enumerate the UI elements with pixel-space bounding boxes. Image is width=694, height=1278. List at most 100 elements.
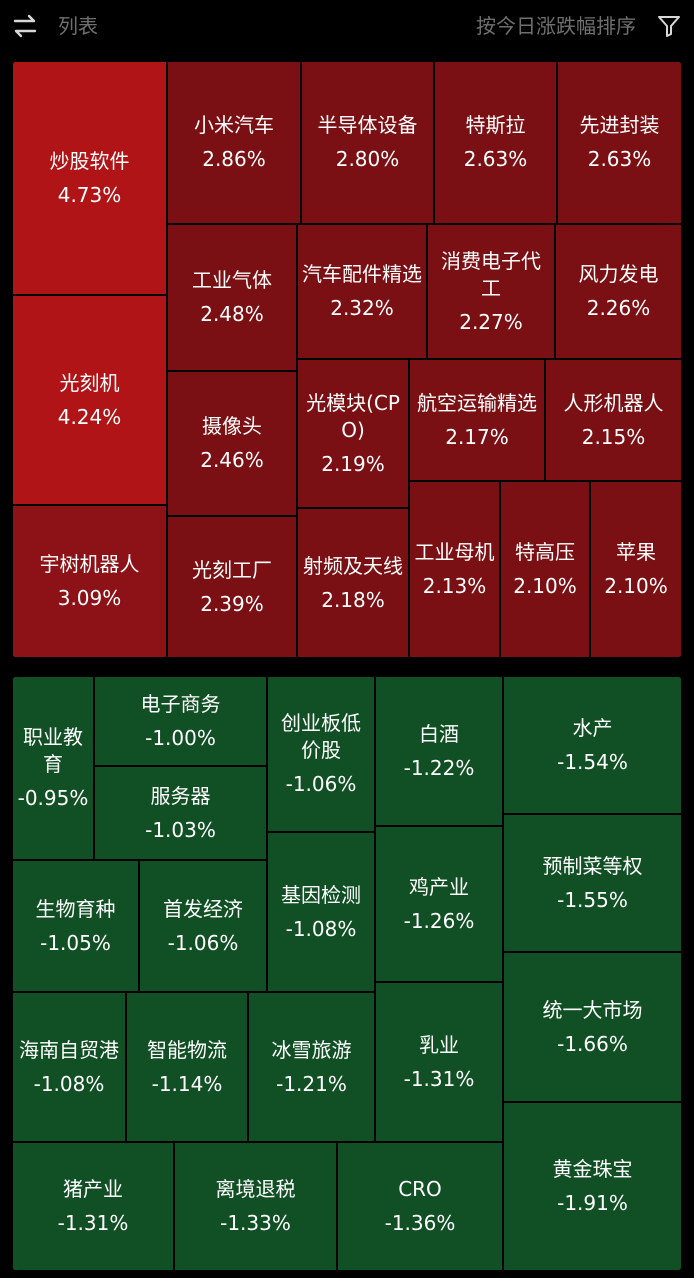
- sector-change: -1.54%: [557, 749, 628, 774]
- sector-name: 白酒: [419, 721, 459, 746]
- sector-change: -1.05%: [40, 930, 111, 955]
- sector-change: -1.66%: [557, 1031, 628, 1056]
- sector-change: -1.06%: [167, 930, 239, 955]
- sector-name: 猪产业: [63, 1177, 123, 1201]
- sector-change: 2.27%: [459, 309, 523, 334]
- sector-tile[interactable]: 炒股软件 4.73%: [12, 61, 167, 295]
- sector-tile[interactable]: 预制菜等权 -1.55%: [503, 814, 682, 952]
- sector-change: -1.33%: [220, 1211, 291, 1235]
- sector-tile[interactable]: 小米汽车 2.86%: [167, 61, 301, 224]
- sector-tile[interactable]: 生物育种 -1.05%: [12, 860, 139, 992]
- sector-name: 小米汽车: [194, 113, 274, 137]
- sector-tile[interactable]: 冰雪旅游 -1.21%: [248, 992, 375, 1142]
- sector-tile[interactable]: 苹果 2.10%: [590, 481, 682, 658]
- sector-change: -1.55%: [557, 887, 628, 912]
- sector-tile[interactable]: 特高压 2.10%: [500, 481, 590, 658]
- sector-tile[interactable]: 猪产业 -1.31%: [12, 1142, 174, 1271]
- sector-tile[interactable]: 人形机器人 2.15%: [545, 359, 682, 481]
- filter-funnel-icon[interactable]: [656, 13, 682, 39]
- sector-change: 2.19%: [321, 451, 385, 476]
- sector-change: -1.08%: [33, 1071, 105, 1096]
- sector-tile[interactable]: 乳业 -1.31%: [375, 982, 503, 1142]
- sector-tile[interactable]: 统一大市场 -1.66%: [503, 952, 682, 1102]
- sector-tile[interactable]: 汽车配件精选 2.32%: [297, 224, 427, 359]
- sector-tile[interactable]: CRO -1.36%: [337, 1142, 503, 1271]
- sector-tile[interactable]: 半导体设备 2.80%: [301, 61, 434, 224]
- sector-tile[interactable]: 光刻工厂 2.39%: [167, 516, 297, 658]
- sector-tile[interactable]: 职业教育 -0.95%: [12, 676, 94, 860]
- sector-tile[interactable]: 工业母机 2.13%: [409, 481, 500, 658]
- sector-tile[interactable]: 智能物流 -1.14%: [126, 992, 248, 1142]
- sector-name: 半导体设备: [317, 113, 418, 137]
- sector-change: -1.26%: [403, 908, 475, 933]
- sector-tile[interactable]: 先进封装 2.63%: [557, 61, 682, 224]
- sector-change: 2.80%: [335, 147, 400, 171]
- sector-tile[interactable]: 消费电子代工 2.27%: [427, 224, 555, 359]
- sector-tile[interactable]: 基因检测 -1.08%: [267, 832, 375, 992]
- sector-name: 工业母机: [414, 540, 495, 564]
- sector-name: 汽车配件精选: [302, 262, 422, 286]
- sector-tile[interactable]: 光刻机 4.24%: [12, 295, 167, 505]
- sector-name: 苹果: [616, 540, 656, 564]
- sector-tile[interactable]: 风力发电 2.26%: [555, 224, 682, 359]
- sector-tile[interactable]: 特斯拉 2.63%: [434, 61, 557, 224]
- sector-change: -1.03%: [145, 817, 216, 842]
- sector-name: CRO: [398, 1177, 442, 1201]
- sector-tile[interactable]: 宇树机器人 3.09%: [12, 505, 167, 658]
- sector-change: -1.08%: [285, 916, 357, 941]
- sector-name: 智能物流: [147, 1037, 227, 1062]
- sector-name: 离境退税: [215, 1177, 296, 1201]
- sector-name: 光模块(CPO): [306, 390, 400, 442]
- sector-tile[interactable]: 射频及天线 2.18%: [297, 508, 409, 658]
- sector-tile[interactable]: 白酒 -1.22%: [375, 676, 503, 826]
- sector-tile[interactable]: 水产 -1.54%: [503, 676, 682, 814]
- sector-name: 特斯拉: [465, 113, 526, 137]
- sector-tile[interactable]: 黄金珠宝 -1.91%: [503, 1102, 682, 1271]
- sector-change: -1.31%: [57, 1211, 129, 1235]
- sort-by-change-label[interactable]: 按今日涨跌幅排序: [476, 14, 636, 38]
- sector-change: 2.17%: [445, 424, 509, 449]
- sector-change: 2.46%: [200, 448, 264, 472]
- sector-change: 2.48%: [200, 302, 264, 326]
- sector-tile[interactable]: 海南自贸港 -1.08%: [12, 992, 126, 1142]
- sector-tile[interactable]: 鸡产业 -1.26%: [375, 826, 503, 982]
- sector-name: 黄金珠宝: [552, 1157, 633, 1181]
- sector-name: 光刻机: [59, 370, 120, 395]
- sector-change: -1.31%: [403, 1066, 475, 1091]
- sector-name: 航空运输精选: [417, 390, 537, 415]
- sector-tile[interactable]: 光模块(CPO) 2.19%: [297, 359, 409, 508]
- sector-name: 先进封装: [579, 113, 660, 137]
- sector-tile[interactable]: 首发经济 -1.06%: [139, 860, 267, 992]
- sector-name: 职业教育: [23, 725, 83, 776]
- sector-tile[interactable]: 航空运输精选 2.17%: [409, 359, 545, 481]
- sector-name: 生物育种: [35, 896, 116, 921]
- sector-name: 海南自贸港: [19, 1037, 119, 1062]
- sector-name: 电子商务: [140, 691, 221, 716]
- list-view-label[interactable]: 列表: [58, 14, 98, 38]
- sector-change: 2.10%: [513, 574, 577, 598]
- sector-name: 炒股软件: [49, 148, 130, 173]
- sector-tile[interactable]: 摄像头 2.46%: [167, 371, 297, 516]
- sector-name: 摄像头: [202, 414, 262, 438]
- swap-arrows-icon[interactable]: [12, 13, 38, 39]
- sector-name: 特高压: [515, 540, 575, 564]
- sector-tile[interactable]: 创业板低价股 -1.06%: [267, 676, 375, 832]
- sector-name: 宇树机器人: [39, 552, 140, 576]
- sector-change: 4.24%: [57, 404, 122, 429]
- losers-treemap: 职业教育 -0.95% 电子商务 -1.00% 服务器 -1.03% 创业板低价股 -1…: [12, 676, 682, 1271]
- sector-name: 基因检测: [281, 882, 361, 907]
- gainers-treemap: 炒股软件 4.73% 光刻机 4.24% 宇树机器人 3.09% 小米汽车 2.86% …: [12, 61, 682, 658]
- sector-tile[interactable]: 工业气体 2.48%: [167, 224, 297, 371]
- sector-change: -1.21%: [276, 1071, 347, 1096]
- sector-change: 2.15%: [581, 424, 646, 449]
- sector-change: 2.86%: [202, 147, 266, 171]
- sector-change: 2.26%: [586, 296, 651, 320]
- sector-change: 4.73%: [57, 182, 122, 207]
- sector-tile[interactable]: 电子商务 -1.00%: [94, 676, 267, 766]
- sector-tile[interactable]: 离境退税 -1.33%: [174, 1142, 337, 1271]
- sector-name: 统一大市场: [542, 997, 643, 1022]
- sector-name: 水产: [572, 715, 613, 740]
- sector-change: -1.22%: [403, 755, 475, 780]
- sector-name: 首发经济: [163, 896, 243, 921]
- sector-tile[interactable]: 服务器 -1.03%: [94, 766, 267, 860]
